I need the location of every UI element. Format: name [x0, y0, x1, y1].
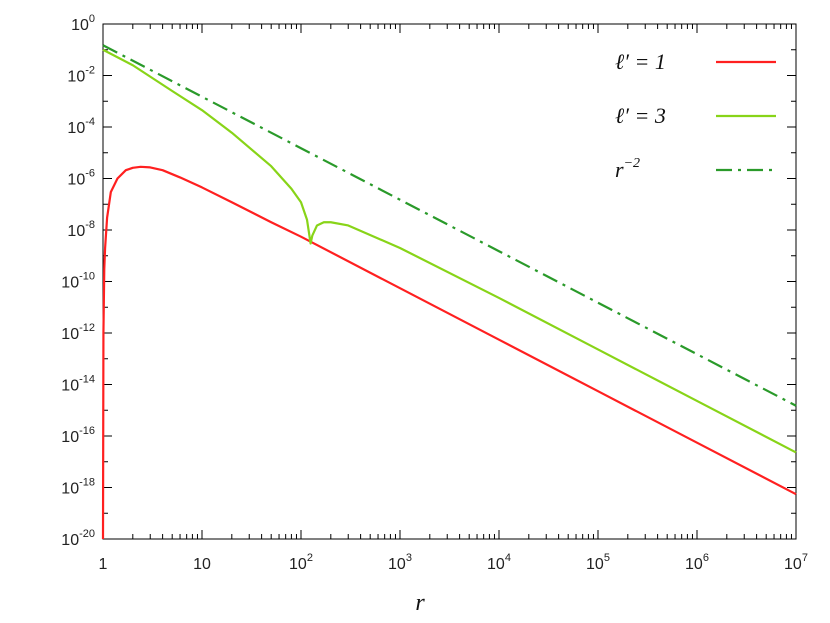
- y-tick-label: 10-14: [61, 374, 95, 395]
- y-tick-label: 10-10: [61, 271, 95, 292]
- legend: ℓ′ = 1 ℓ′ = 3 r−2: [615, 49, 776, 182]
- x-tick-label: 104: [487, 552, 511, 573]
- x-tick-label: 103: [388, 552, 412, 573]
- x-tick-label: 105: [586, 552, 610, 573]
- legend-label-2: ℓ′ = 3: [615, 103, 666, 128]
- series-lines: [101, 44, 797, 540]
- y-tick-label: 10-6: [67, 168, 95, 189]
- y-tick-label: 10-18: [61, 477, 95, 498]
- x-tick-label: 1: [99, 556, 108, 573]
- x-axis-label: r: [415, 590, 425, 616]
- x-tick-label: 10: [193, 556, 211, 573]
- x-tick-label: 102: [289, 552, 313, 573]
- series-line-2: [102, 48, 797, 454]
- y-tick-label: 10-16: [61, 425, 95, 446]
- x-tick-label: 107: [784, 552, 808, 573]
- series-line-1: [101, 165, 797, 540]
- y-tick-label: 100: [71, 13, 95, 34]
- axis-ticks: 1 10 102 103 104 105 106 107 100 10-2 10-4 10-6 10-8…: [61, 13, 808, 573]
- y-tick-label: 10-4: [67, 116, 95, 137]
- y-tick-label: 10-12: [61, 322, 95, 343]
- x-tick-label: 106: [685, 552, 709, 573]
- series-line-3: [102, 44, 797, 407]
- legend-label-3: r−2: [615, 156, 640, 182]
- plot-area: [102, 23, 797, 540]
- y-tick-label: 10-8: [67, 219, 95, 240]
- legend-label-1: ℓ′ = 1: [615, 49, 666, 74]
- y-tick-label: 10-2: [67, 65, 95, 86]
- y-tick-label: 10-20: [61, 528, 95, 549]
